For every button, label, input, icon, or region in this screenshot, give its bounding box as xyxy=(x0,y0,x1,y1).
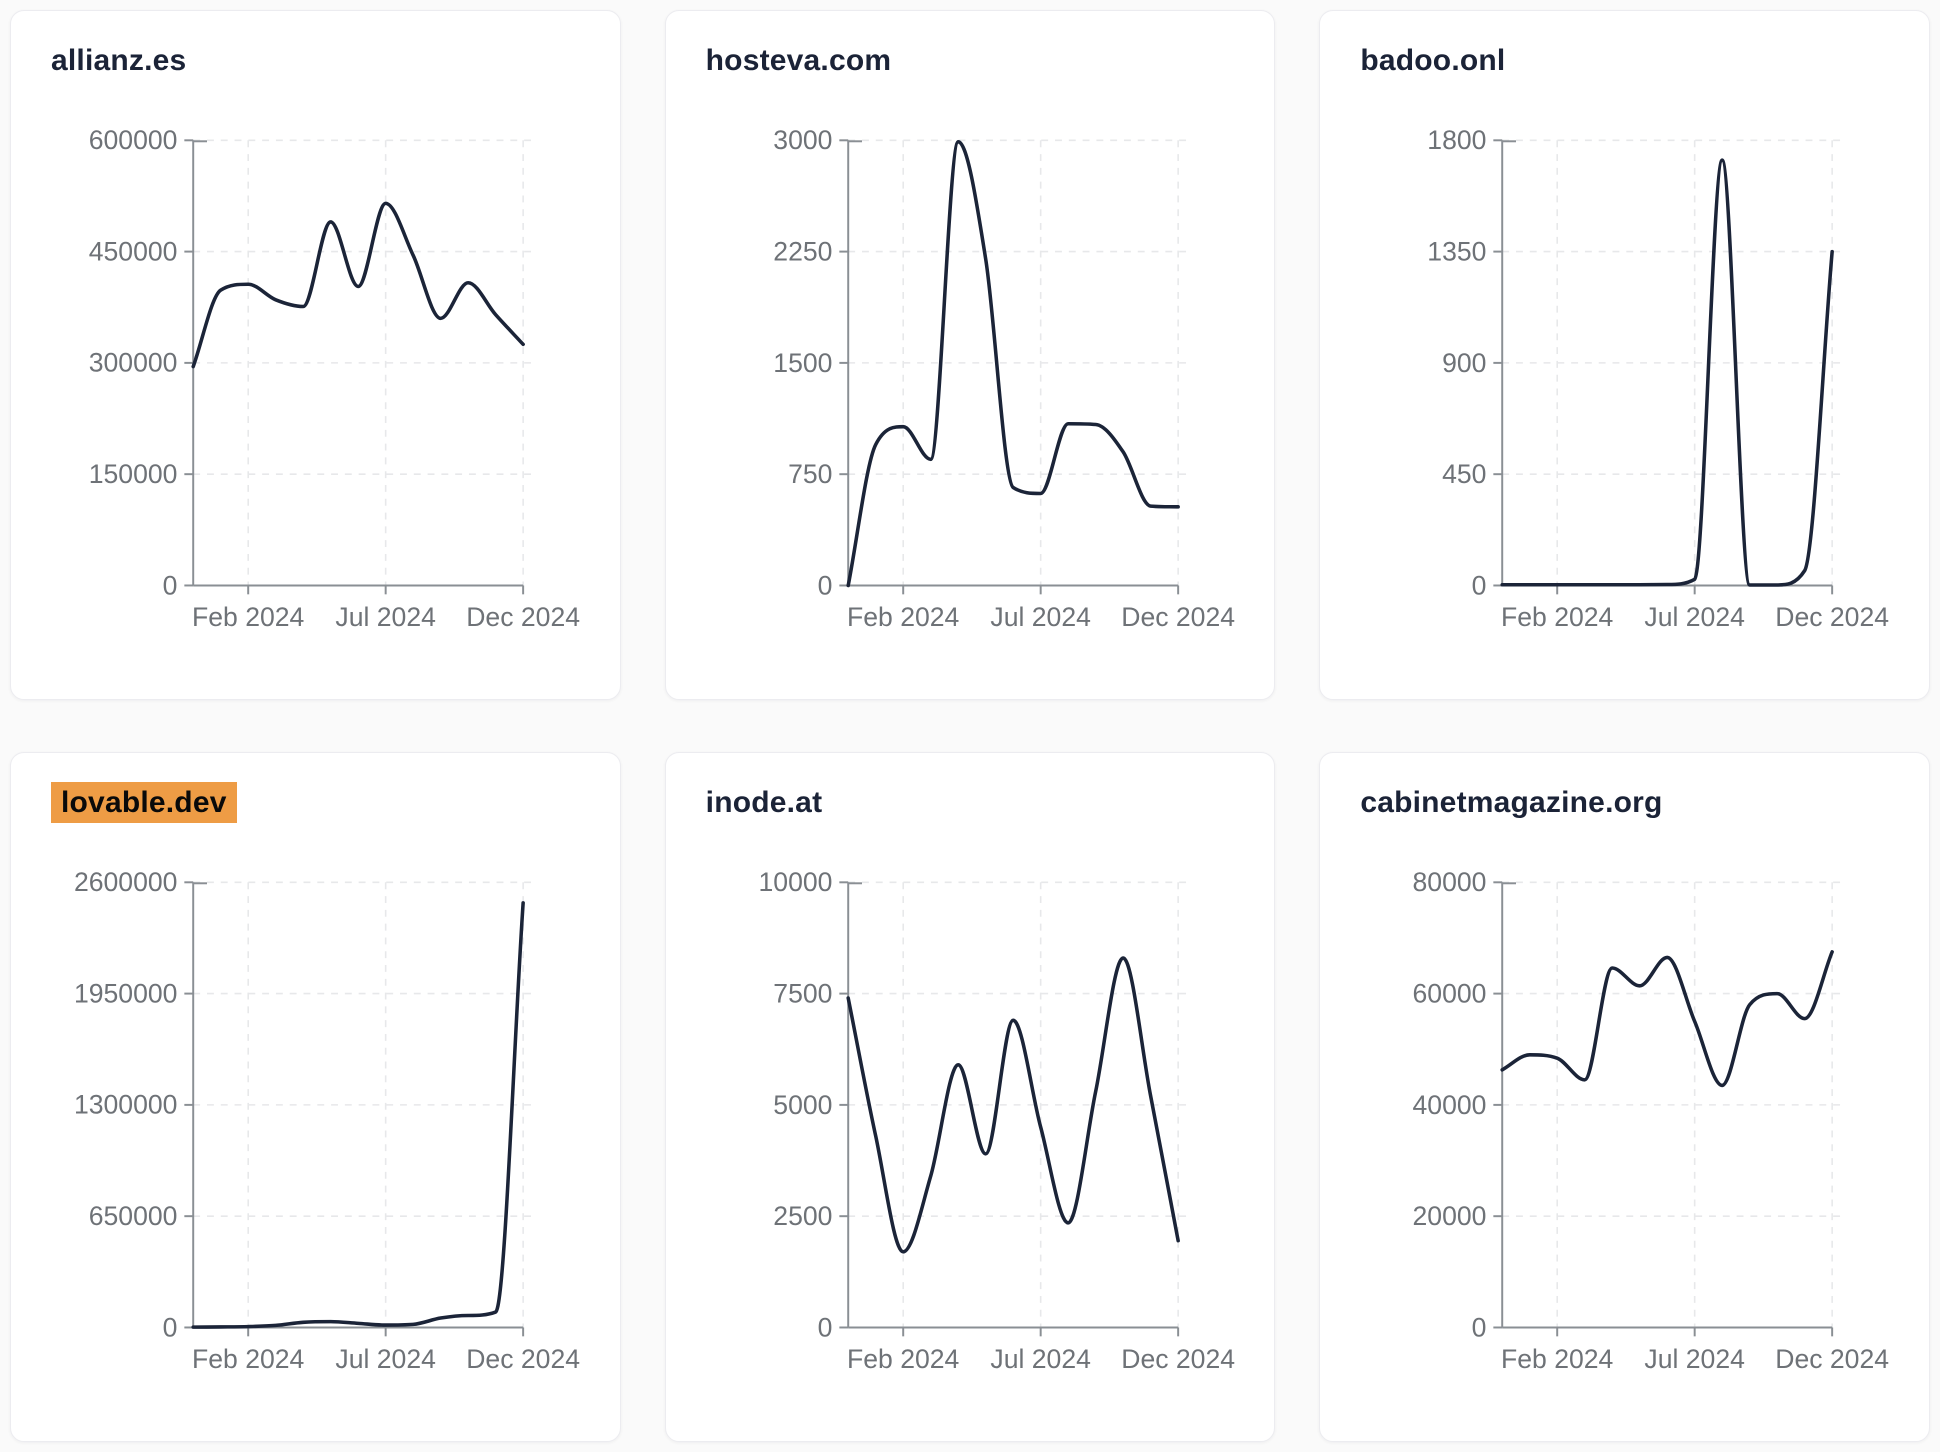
gridlines xyxy=(847,881,1190,1328)
x-tick-label: Jul 2024 xyxy=(1645,602,1746,632)
axes xyxy=(839,881,1179,1337)
x-tick-label: Jul 2024 xyxy=(335,1344,436,1374)
card-title-row: cabinetmagazine.org xyxy=(1360,779,1929,825)
y-tick-label: 750 xyxy=(788,459,832,489)
y-tick-label: 0 xyxy=(817,1312,832,1342)
x-tick-label: Dec 2024 xyxy=(466,1344,580,1374)
tick-labels: 0 650000 1300000 1950000 2600000 Feb 2024 Jul … xyxy=(74,867,580,1374)
axes xyxy=(184,881,525,1337)
x-tick-label: Jul 2024 xyxy=(335,602,436,632)
y-tick-label: 80000 xyxy=(1413,867,1487,897)
y-tick-label: 2600000 xyxy=(74,867,177,897)
y-tick-label: 650000 xyxy=(89,1201,178,1231)
y-tick-label: 3000 xyxy=(773,125,832,155)
x-tick-label: Feb 2024 xyxy=(1501,1344,1613,1374)
card-title-row: lovable.dev xyxy=(51,779,620,825)
domain-title: allianz.es xyxy=(51,43,187,77)
y-tick-label: 1500 xyxy=(773,348,832,378)
axes xyxy=(184,139,525,595)
domain-title: cabinetmagazine.org xyxy=(1360,785,1663,819)
y-tick-label: 20000 xyxy=(1413,1201,1487,1231)
gridlines xyxy=(193,139,535,586)
tick-labels: 0 150000 300000 450000 600000 Feb 2024 Jul 202… xyxy=(89,125,580,632)
x-tick-label: Jul 2024 xyxy=(990,1344,1090,1374)
y-tick-label: 300000 xyxy=(89,348,178,378)
tick-labels: 0 750 1500 2250 3000 Feb 2024 Jul 2024 Dec 2024 xyxy=(773,125,1235,632)
tick-labels: 0 2500 5000 7500 10000 Feb 2024 Jul 2024 Dec 20… xyxy=(758,867,1235,1374)
traffic-line-chart: 0 750 1500 2250 3000 Feb 2024 Jul 2024 Dec 2024 xyxy=(773,125,1235,632)
trend-line xyxy=(846,956,1180,1254)
y-tick-label: 600000 xyxy=(89,125,178,155)
traffic-dashboard: allianz.es 0 150000 300000 450000 600000 Feb 2… xyxy=(10,10,1930,1442)
trend-line xyxy=(1500,950,1835,1088)
domain-title-highlighted: lovable.dev xyxy=(51,781,237,823)
traffic-line-chart: 0 650000 1300000 1950000 2600000 Feb 2024 Jul … xyxy=(74,867,580,1374)
y-tick-label: 1350 xyxy=(1428,236,1487,266)
traffic-line-chart: 0 450 900 1350 1800 Feb 2024 Jul 2024 Dec 2024 xyxy=(1428,125,1890,632)
chart-grid: allianz.es 0 150000 300000 450000 600000 Feb 2… xyxy=(10,10,1930,1442)
trend-line xyxy=(1500,158,1835,587)
y-tick-label: 1300000 xyxy=(74,1090,177,1120)
domain-card: allianz.es 0 150000 300000 450000 600000 Feb 2… xyxy=(10,10,621,700)
y-tick-label: 2500 xyxy=(773,1201,832,1231)
y-tick-label: 450 xyxy=(1442,459,1486,489)
x-tick-label: Feb 2024 xyxy=(847,1344,959,1374)
y-tick-label: 2250 xyxy=(773,236,832,266)
domain-title: inode.at xyxy=(705,785,823,819)
x-tick-label: Dec 2024 xyxy=(1776,1344,1890,1374)
trend-line xyxy=(191,201,525,369)
y-tick-label: 40000 xyxy=(1413,1090,1487,1120)
y-tick-label: 10000 xyxy=(758,867,832,897)
tick-labels: 0 20000 40000 60000 80000 Feb 2024 Jul 2024 Dec… xyxy=(1413,867,1890,1374)
y-tick-label: 450000 xyxy=(89,236,178,266)
y-tick-label: 0 xyxy=(1472,1312,1487,1342)
tick-labels: 0 450 900 1350 1800 Feb 2024 Jul 2024 Dec 2024 xyxy=(1428,125,1890,632)
y-tick-label: 5000 xyxy=(773,1090,832,1120)
x-tick-label: Feb 2024 xyxy=(847,602,959,632)
domain-card: inode.at 0 2500 5000 7500 10000 Feb 2024 Jul 20… xyxy=(664,752,1276,1442)
traffic-line-chart: 0 2500 5000 7500 10000 Feb 2024 Jul 2024 Dec 20… xyxy=(758,867,1235,1374)
traffic-line-chart: 0 150000 300000 450000 600000 Feb 2024 Jul 202… xyxy=(89,125,580,632)
y-tick-label: 0 xyxy=(163,1312,178,1342)
axes xyxy=(1493,139,1834,595)
domain-card: hosteva.com 0 750 1500 2250 3000 Feb 2024 Jul 2… xyxy=(664,10,1276,700)
domain-title: badoo.onl xyxy=(1360,43,1506,77)
domain-card: cabinetmagazine.org 0 20000 40000 60000 80000… xyxy=(1319,752,1930,1442)
y-tick-label: 150000 xyxy=(89,459,178,489)
y-tick-label: 7500 xyxy=(773,978,832,1008)
y-tick-label: 1800 xyxy=(1428,125,1487,155)
axes xyxy=(839,139,1179,595)
card-title-row: allianz.es xyxy=(51,37,620,83)
card-title-row: inode.at xyxy=(706,779,1275,825)
x-tick-label: Feb 2024 xyxy=(192,602,304,632)
trend-line xyxy=(191,901,525,1329)
axes xyxy=(1493,881,1834,1337)
y-tick-label: 60000 xyxy=(1413,978,1487,1008)
x-tick-label: Feb 2024 xyxy=(192,1344,304,1374)
gridlines xyxy=(847,139,1190,586)
x-tick-label: Feb 2024 xyxy=(1501,602,1613,632)
domain-card: badoo.onl 0 450 900 1350 1800 Feb 2024 Jul 2024… xyxy=(1319,10,1930,700)
gridlines xyxy=(1502,139,1845,586)
gridlines xyxy=(1502,881,1845,1328)
y-tick-label: 0 xyxy=(817,570,832,600)
x-tick-label: Dec 2024 xyxy=(1121,1344,1235,1374)
y-tick-label: 0 xyxy=(1472,570,1487,600)
trend-line xyxy=(846,140,1180,588)
domain-card: lovable.dev 0 650000 1300000 1950000 2600000 F… xyxy=(10,752,621,1442)
y-tick-label: 0 xyxy=(163,570,178,600)
x-tick-label: Dec 2024 xyxy=(1776,602,1890,632)
card-title-row: hosteva.com xyxy=(706,37,1275,83)
card-title-row: badoo.onl xyxy=(1360,37,1929,83)
traffic-line-chart: 0 20000 40000 60000 80000 Feb 2024 Jul 2024 Dec… xyxy=(1413,867,1890,1374)
gridlines xyxy=(193,881,535,1328)
x-tick-label: Jul 2024 xyxy=(1645,1344,1746,1374)
x-tick-label: Jul 2024 xyxy=(990,602,1090,632)
y-tick-label: 900 xyxy=(1442,348,1486,378)
x-tick-label: Dec 2024 xyxy=(1121,602,1235,632)
y-tick-label: 1950000 xyxy=(74,978,177,1008)
domain-title: hosteva.com xyxy=(705,43,892,77)
x-tick-label: Dec 2024 xyxy=(466,602,580,632)
